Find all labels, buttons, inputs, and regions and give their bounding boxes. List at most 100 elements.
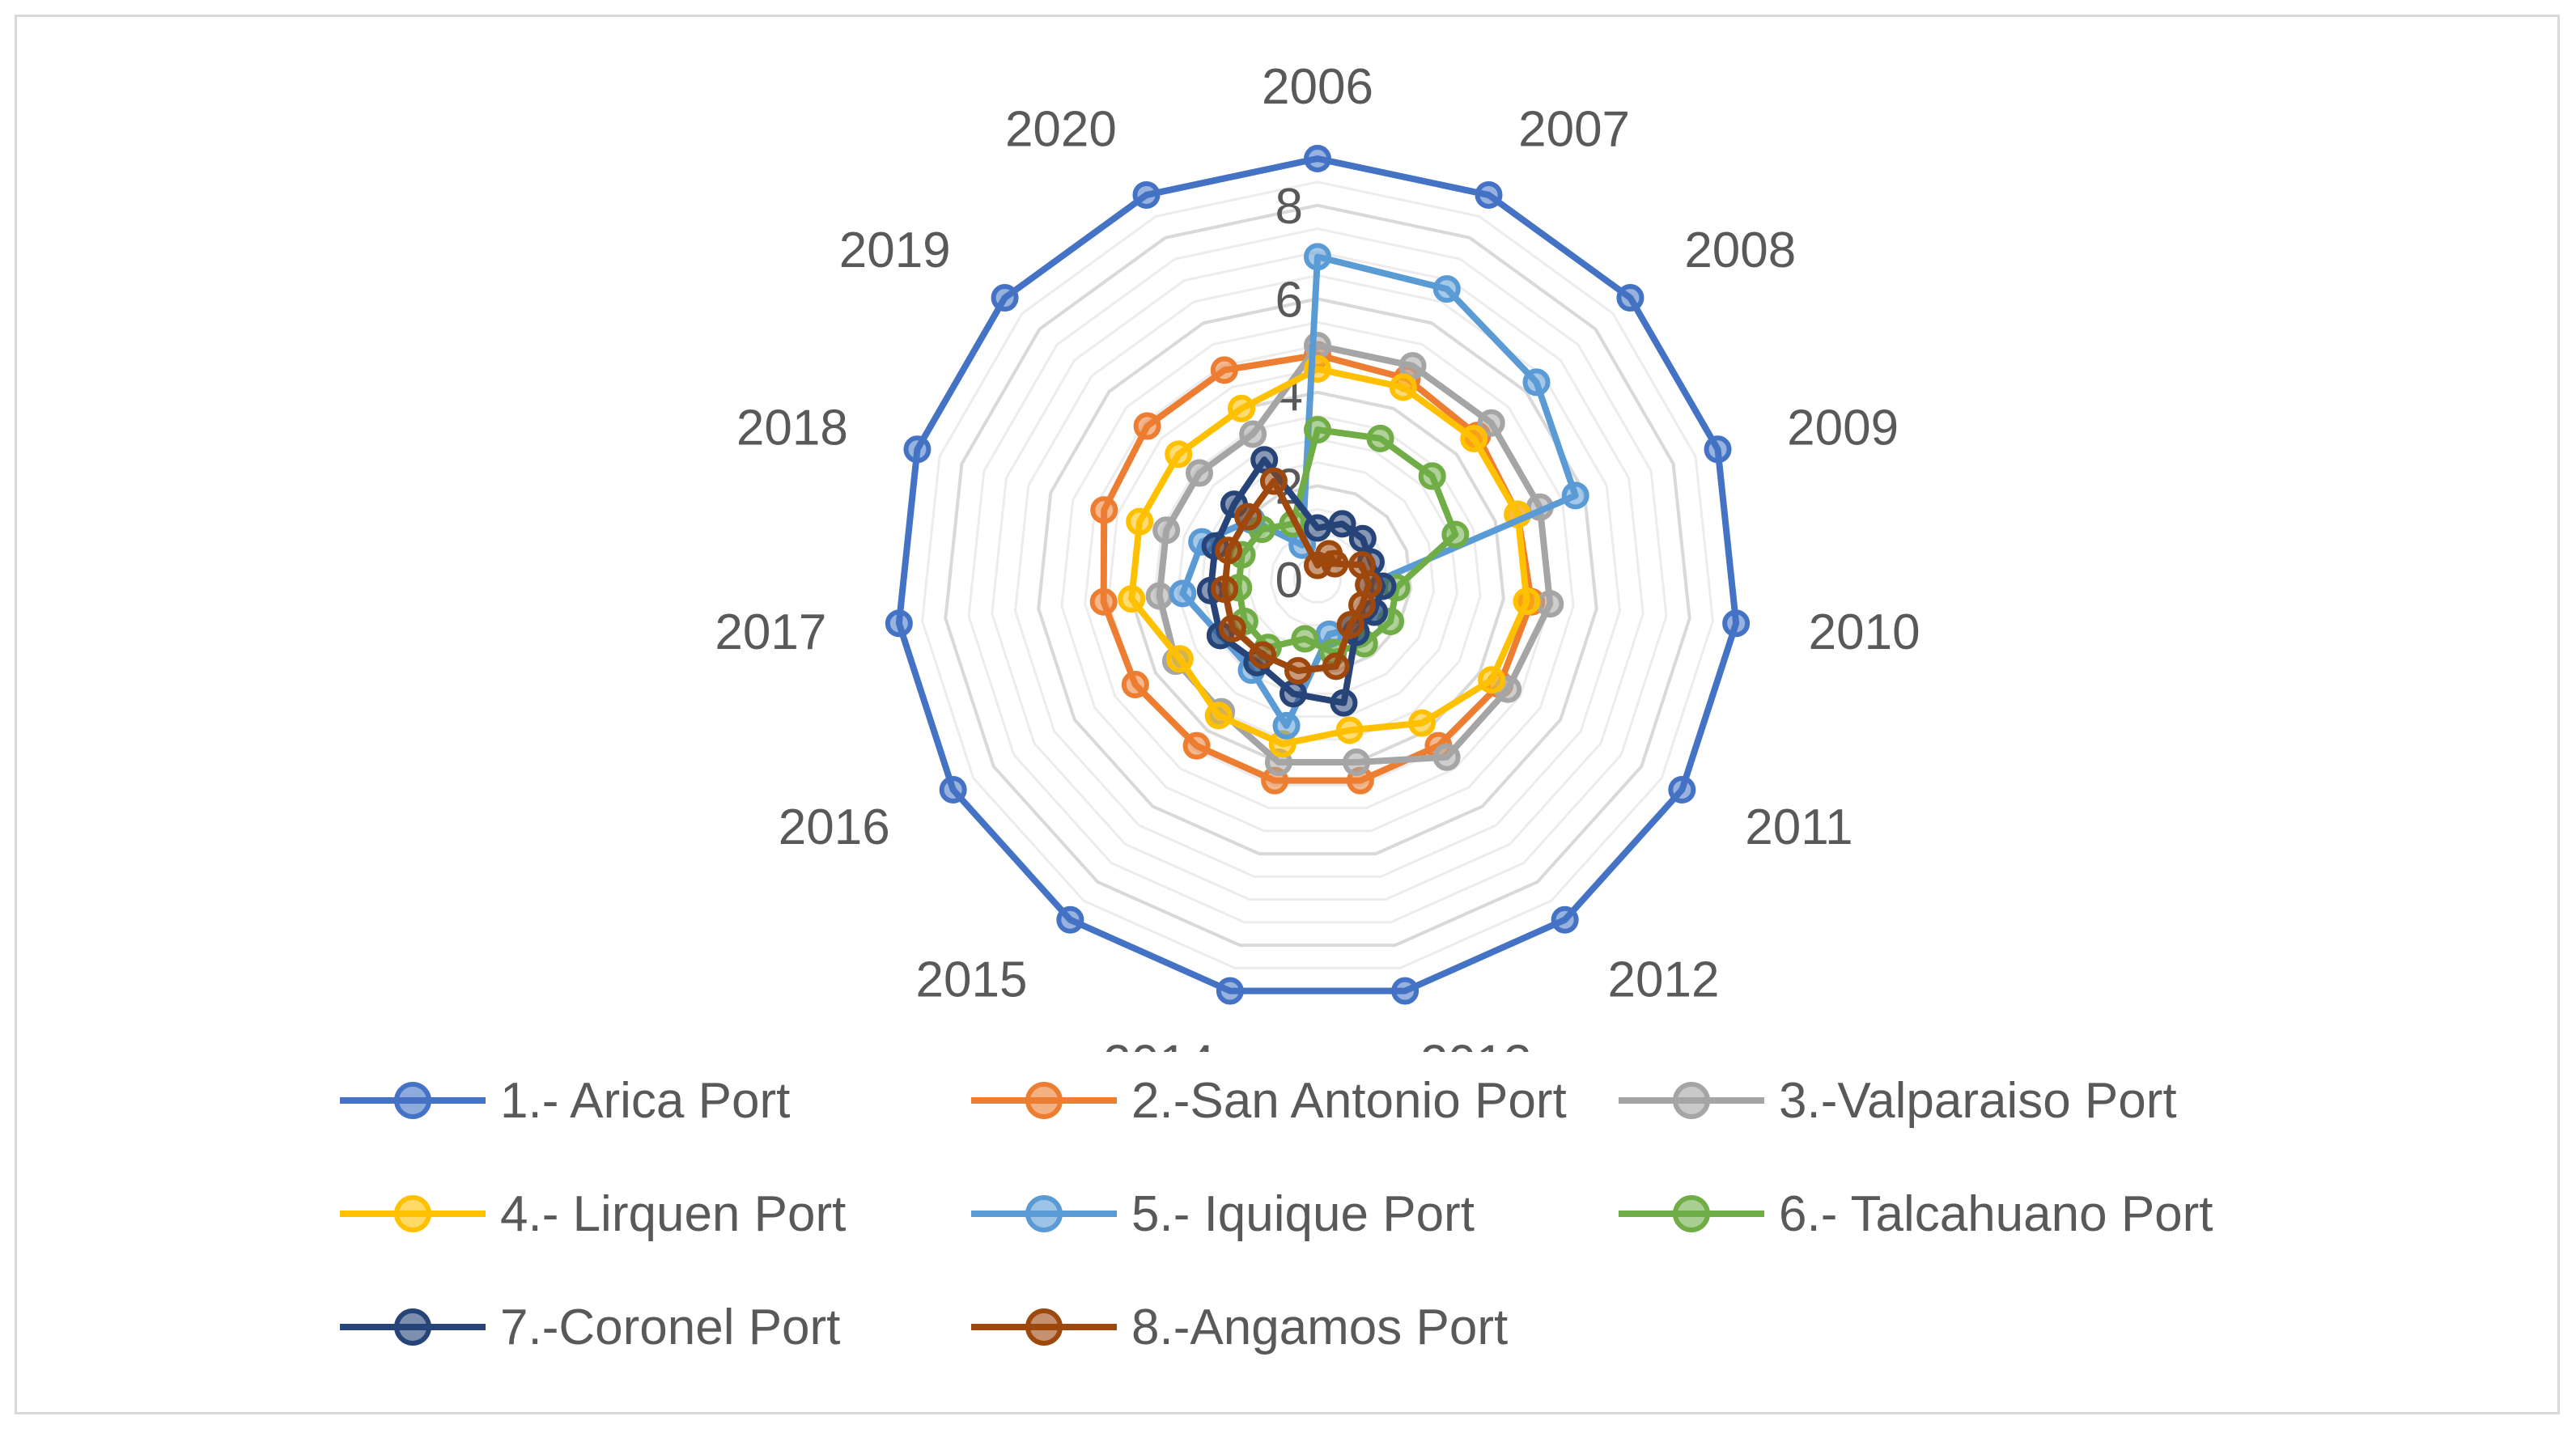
data-point [1250,446,1279,474]
tick-label: 0 [1275,553,1303,608]
legend: 1.- Arica Port 2.-San Antonio Port 3.-Valp… [0,1052,2576,1376]
grid-ring [967,227,1668,924]
data-point [1165,645,1194,673]
category-label-2012: 2012 [1608,952,1720,1008]
data-point [1322,652,1350,681]
category-label-2017: 2017 [715,604,826,660]
data-point [1616,284,1644,312]
data-point [1272,711,1301,740]
data-point [1304,514,1331,542]
data-point [1336,611,1364,639]
grid-ring [1060,320,1575,833]
data-point [885,609,913,638]
data-point [991,284,1019,312]
data-point [1391,977,1420,1005]
data-point [1133,412,1161,440]
series-1 [885,145,1751,1005]
legend-label: 2.-San Antonio Port [1131,1072,1567,1129]
data-point [1321,549,1349,578]
data-point [1722,609,1751,638]
data-point [1211,575,1239,604]
category-label-2014: 2014 [1103,1036,1215,1052]
data-point [1330,689,1358,717]
category-label-2011: 2011 [1745,799,1852,855]
data-point [1204,702,1233,730]
data-point [1441,520,1470,549]
data-series [885,145,1751,1005]
legend-swatch [971,1076,1117,1125]
data-point [1522,368,1551,396]
data-point [1090,496,1118,524]
legend-label: 8.-Angamos Port [1131,1299,1509,1355]
data-point [1259,467,1288,495]
category-label-2016: 2016 [779,799,890,855]
data-point [1186,459,1214,487]
series-4 [1118,355,1541,758]
legend-label: 3.-Valparaiso Port [1779,1072,2177,1129]
data-point [939,776,967,804]
data-point [1132,180,1161,209]
data-point [1304,416,1331,444]
data-point [1551,905,1579,934]
data-point [1460,425,1488,453]
category-label-2018: 2018 [736,400,848,456]
legend-item: 5.- Iquique Port [971,1165,1475,1262]
data-point [1056,905,1084,934]
data-point [1279,680,1307,708]
data-point [1561,481,1589,510]
data-point [1704,435,1732,464]
data-point [1249,641,1277,669]
category-label-2009: 2009 [1787,400,1899,456]
data-point [1304,243,1331,271]
series-line [895,155,1740,994]
data-point [1121,671,1149,698]
data-point [1478,666,1506,694]
data-point [1418,462,1446,490]
data-point [1513,587,1541,616]
data-point [1432,743,1461,771]
data-point [1239,420,1267,448]
legend-swatch [1619,1076,1764,1125]
series-line [1128,366,1530,748]
legend-item: 8.-Angamos Port [971,1278,1508,1376]
data-point [1165,440,1193,469]
legend-label: 6.- Talcahuano Port [1779,1185,2213,1242]
data-point [1343,748,1371,777]
data-point [1328,510,1356,538]
data-point [1536,590,1564,618]
data-point [1432,275,1461,303]
data-point [1152,516,1181,545]
grid-ring [921,180,1714,969]
legend-label: 1.- Arica Port [500,1072,791,1129]
legend-item: 2.-San Antonio Port [971,1052,1567,1149]
data-point [1408,709,1437,737]
legend-item: 3.-Valparaiso Port [1619,1052,2177,1149]
data-point [1284,657,1312,685]
data-point [1366,424,1394,452]
data-point [1089,587,1118,616]
category-label-2013: 2013 [1420,1036,1532,1052]
category-label-2006: 2006 [1262,59,1373,115]
data-point [1118,585,1146,613]
data-point [1218,614,1246,642]
grid-ring [944,203,1691,948]
legend-swatch [340,1076,486,1125]
grid-ring [991,251,1644,901]
series-8 [1211,467,1383,685]
legend-swatch [1619,1189,1764,1238]
data-point [1234,502,1263,531]
data-point [903,435,932,464]
legend-swatch [340,1189,486,1238]
legend-swatch [971,1189,1117,1238]
legend-swatch [971,1303,1117,1351]
data-point [1291,625,1319,653]
data-point [1668,776,1696,804]
data-point [1348,524,1377,553]
legend-label: 5.- Iquique Port [1131,1185,1475,1242]
data-point [1477,409,1505,437]
data-point [1348,591,1377,619]
data-point [1126,507,1154,536]
legend-label: 7.-Coronel Port [500,1299,841,1355]
data-point [1398,352,1427,380]
